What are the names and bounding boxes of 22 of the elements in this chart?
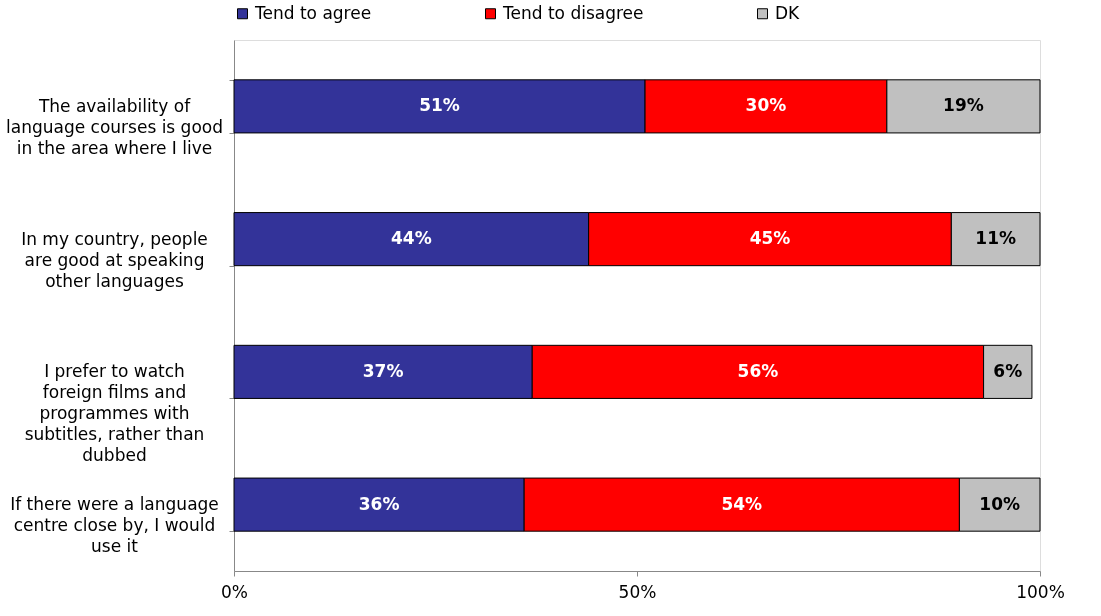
data-label: 36% [358, 493, 400, 514]
legend-label: DK [775, 2, 801, 23]
y-tick-label: If there were a language centre close by, I would use it [10, 494, 219, 557]
data-label: 37% [362, 360, 404, 381]
x-tick-label: 0% [221, 581, 248, 602]
legend-label: Tend to agree [254, 2, 372, 23]
data-label: 44% [390, 228, 432, 249]
x-tick-label: 100% [1016, 581, 1065, 602]
y-tick-label: The availability of language courses is good in the area where I live [5, 95, 224, 158]
data-label: 51% [419, 95, 460, 116]
data-label: 56% [737, 360, 779, 381]
data-label: 6% [993, 360, 1023, 381]
data-label: 54% [721, 493, 763, 514]
legend-label: Tend to disagree [502, 2, 644, 23]
data-label: 45% [749, 228, 791, 249]
data-label: 10% [979, 493, 1021, 514]
data-label: 11% [975, 228, 1017, 249]
y-tick-label: I prefer to watch foreign films and programmes with subtitles, rather than dubbed [24, 361, 205, 466]
data-label: 19% [943, 95, 984, 116]
x-tick-label: 50% [618, 581, 657, 602]
y-tick-label: In my country, people are good at speaking other languages [21, 228, 208, 291]
data-label: 30% [745, 95, 787, 116]
